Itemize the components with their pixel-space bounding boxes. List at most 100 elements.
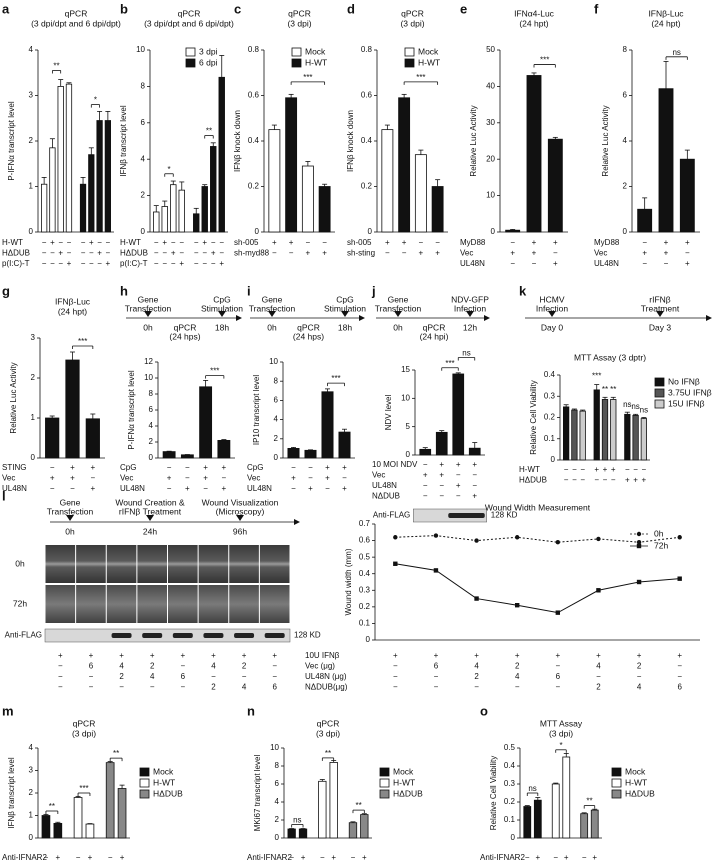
y-axis-label: P-IFNα transcript level [7, 101, 16, 181]
condition-mark: − [42, 259, 47, 268]
condition-label: Vec [594, 249, 607, 258]
timeline-label: rIFNβ [649, 294, 671, 304]
condition-mark: − [272, 662, 277, 671]
condition-mark: − [58, 238, 63, 247]
bar [199, 386, 213, 459]
condition-mark: + [67, 259, 72, 268]
timeline-label: qPCR [297, 322, 320, 332]
condition-mark: − [222, 474, 227, 483]
condition-mark: − [89, 249, 94, 258]
blot-band [448, 513, 469, 518]
bar [435, 431, 448, 456]
condition-mark: − [472, 481, 477, 490]
significance: *** [79, 784, 88, 793]
panel-letter: m [2, 703, 14, 718]
condition-label: Vec (μg) [305, 662, 335, 671]
condition-mark: 4 [515, 672, 520, 681]
blot-band [264, 633, 285, 638]
condition-mark: − [185, 474, 190, 483]
y-tick-label: 10 [401, 393, 410, 402]
bar [505, 229, 521, 233]
chart-title: (3 dpi) [316, 728, 340, 738]
significance: ** [602, 385, 608, 394]
point [514, 603, 520, 608]
bar [180, 454, 194, 459]
bar [601, 399, 609, 461]
timeline-marker [144, 311, 152, 317]
condition-label: UL48N [460, 259, 485, 268]
bar [590, 809, 599, 839]
condition-label: Anti-IFNAR2 [2, 853, 47, 862]
bar [117, 788, 127, 839]
condition-mark: + [515, 651, 520, 660]
legend-marker [636, 531, 642, 537]
condition-mark: − [58, 662, 63, 671]
condition-mark: + [331, 853, 336, 862]
condition-mark: + [439, 460, 444, 469]
legend-swatch [611, 767, 622, 777]
bar [304, 449, 317, 459]
significance: ** [586, 797, 592, 806]
condition-mark: − [325, 484, 330, 493]
condition-mark: − [171, 238, 176, 247]
condition-mark: − [594, 476, 599, 485]
condition-mark: + [222, 484, 227, 493]
y-tick-label: 0.5 [504, 743, 516, 752]
condition-label: 10 MOI NDV [372, 460, 418, 469]
condition-mark: − [572, 476, 577, 485]
y-tick-label: 2 [29, 788, 34, 797]
condition-mark: − [108, 853, 113, 862]
bar [580, 813, 589, 839]
legend-label: 72h [654, 540, 668, 550]
timeline-label: CpG [336, 294, 353, 304]
timeline-label: 96h [233, 526, 247, 536]
bar [53, 822, 63, 839]
condition-label: H-WT [2, 238, 23, 247]
condition-mark: + [685, 238, 690, 247]
condition-mark: + [322, 249, 327, 258]
timeline-label: NDV-GFP [451, 294, 489, 304]
y-axis-label: IFNβ transcript level [7, 757, 16, 829]
panel-letter: d [347, 1, 355, 16]
y-tick-label: 5 [406, 422, 411, 431]
y-tick-label: 0 [366, 635, 371, 644]
condition-mark: − [685, 249, 690, 258]
condition-mark: + [419, 249, 424, 258]
arrow-head [294, 519, 300, 525]
point [596, 588, 601, 593]
condition-mark: + [162, 238, 167, 247]
legend-label: H-WT [625, 777, 647, 787]
condition-mark: + [97, 249, 102, 258]
condition-mark: − [67, 238, 72, 247]
significance: *** [331, 374, 340, 383]
point [677, 535, 682, 540]
condition-mark: + [402, 238, 407, 247]
timeline-label: Stimulation [201, 303, 243, 313]
micrograph [198, 545, 229, 583]
micrograph [259, 585, 290, 623]
condition-mark: − [553, 249, 558, 258]
arrow-head [706, 315, 712, 321]
panel-letter: o [480, 703, 488, 718]
point [555, 540, 561, 545]
significance: *** [540, 56, 549, 65]
condition-mark: + [58, 249, 63, 258]
legend-label: Mock [153, 766, 174, 776]
bar [381, 129, 394, 233]
condition-mark: − [179, 249, 184, 258]
micrograph [137, 545, 167, 583]
condition-mark: + [203, 474, 208, 483]
condition-mark: − [106, 238, 111, 247]
condition-mark: − [474, 683, 479, 692]
timeline-label: 12h [463, 322, 477, 332]
y-axis-label: Relative Luc Activity [601, 105, 610, 176]
bar [298, 828, 308, 839]
bar [348, 822, 358, 839]
condition-mark: − [532, 259, 537, 268]
significance: ns [293, 816, 301, 825]
condition-mark: − [434, 683, 439, 692]
legend-label: Mock [418, 46, 439, 56]
timeline-label: qPCR [423, 322, 446, 332]
condition-mark: − [89, 259, 94, 268]
condition-mark: + [150, 651, 155, 660]
